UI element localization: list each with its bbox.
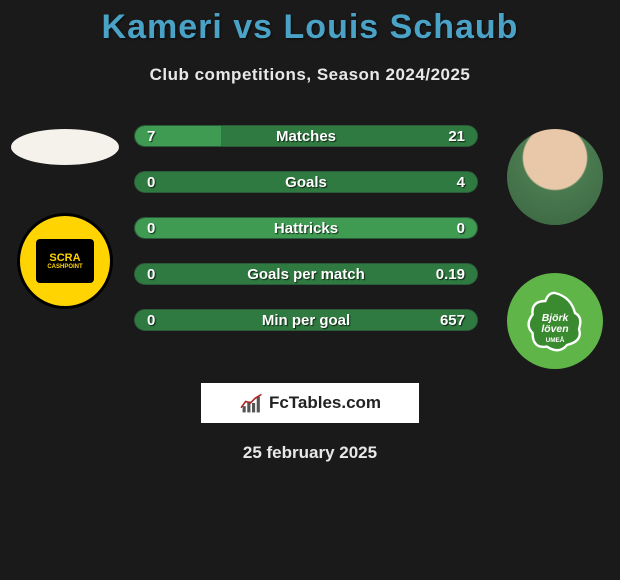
stat-row: 7 Matches 21 [134, 125, 478, 147]
player-a-club-badge: SCRA CASHPOINT [17, 213, 113, 309]
stat-value-b: 4 [457, 174, 465, 191]
bar-chart-icon [239, 392, 265, 414]
stat-row: 0 Goals 4 [134, 171, 478, 193]
stat-value-b: 21 [448, 128, 465, 145]
svg-text:UMEÅ: UMEÅ [546, 335, 565, 344]
player-b-avatar [507, 129, 603, 225]
stat-value-a: 0 [147, 312, 155, 329]
player-a-avatar [11, 129, 119, 165]
player-b-club-badge: Björk löven UMEÅ [507, 273, 603, 369]
stat-row: 0 Hattricks 0 [134, 217, 478, 239]
date-label: 25 february 2025 [243, 443, 377, 463]
stat-row: 0 Goals per match 0.19 [134, 263, 478, 285]
svg-text:Björk: Björk [542, 313, 570, 324]
player-a-column: SCRA CASHPOINT [0, 125, 130, 309]
stat-label: Goals [285, 174, 327, 191]
stat-label: Goals per match [247, 266, 365, 283]
stat-value-b: 657 [440, 312, 465, 329]
stat-value-a: 0 [147, 174, 155, 191]
footer-brand: FcTables.com [201, 383, 419, 423]
footer-brand-text: FcTables.com [269, 393, 381, 413]
stat-row: 0 Min per goal 657 [134, 309, 478, 331]
club-label-main: SCRA [49, 253, 80, 264]
stat-label: Hattricks [274, 220, 338, 237]
stats-area: SCRA CASHPOINT 7 Matches 21 0 Goals 4 0 Hattric… [0, 125, 620, 369]
club-label-sub: CASHPOINT [47, 264, 82, 270]
subtitle: Club competitions, Season 2024/2025 [150, 65, 471, 85]
leaf-icon: Björk löven UMEÅ [515, 281, 595, 361]
stat-value-b: 0 [457, 220, 465, 237]
page-title: Kameri vs Louis Schaub [102, 8, 519, 47]
stat-value-a: 0 [147, 220, 155, 237]
stat-value-a: 0 [147, 266, 155, 283]
stat-bars: 7 Matches 21 0 Goals 4 0 Hattricks 0 0 Goals per m… [130, 125, 490, 331]
player-b-column: Björk löven UMEÅ [490, 125, 620, 369]
stat-value-b: 0.19 [436, 266, 465, 283]
comparison-infographic: Kameri vs Louis Schaub Club competitions… [0, 0, 620, 463]
svg-text:löven: löven [541, 324, 568, 335]
stat-label: Matches [276, 128, 336, 145]
stat-label: Min per goal [262, 312, 350, 329]
club-badge-label: SCRA CASHPOINT [36, 239, 94, 283]
stat-value-a: 7 [147, 128, 155, 145]
